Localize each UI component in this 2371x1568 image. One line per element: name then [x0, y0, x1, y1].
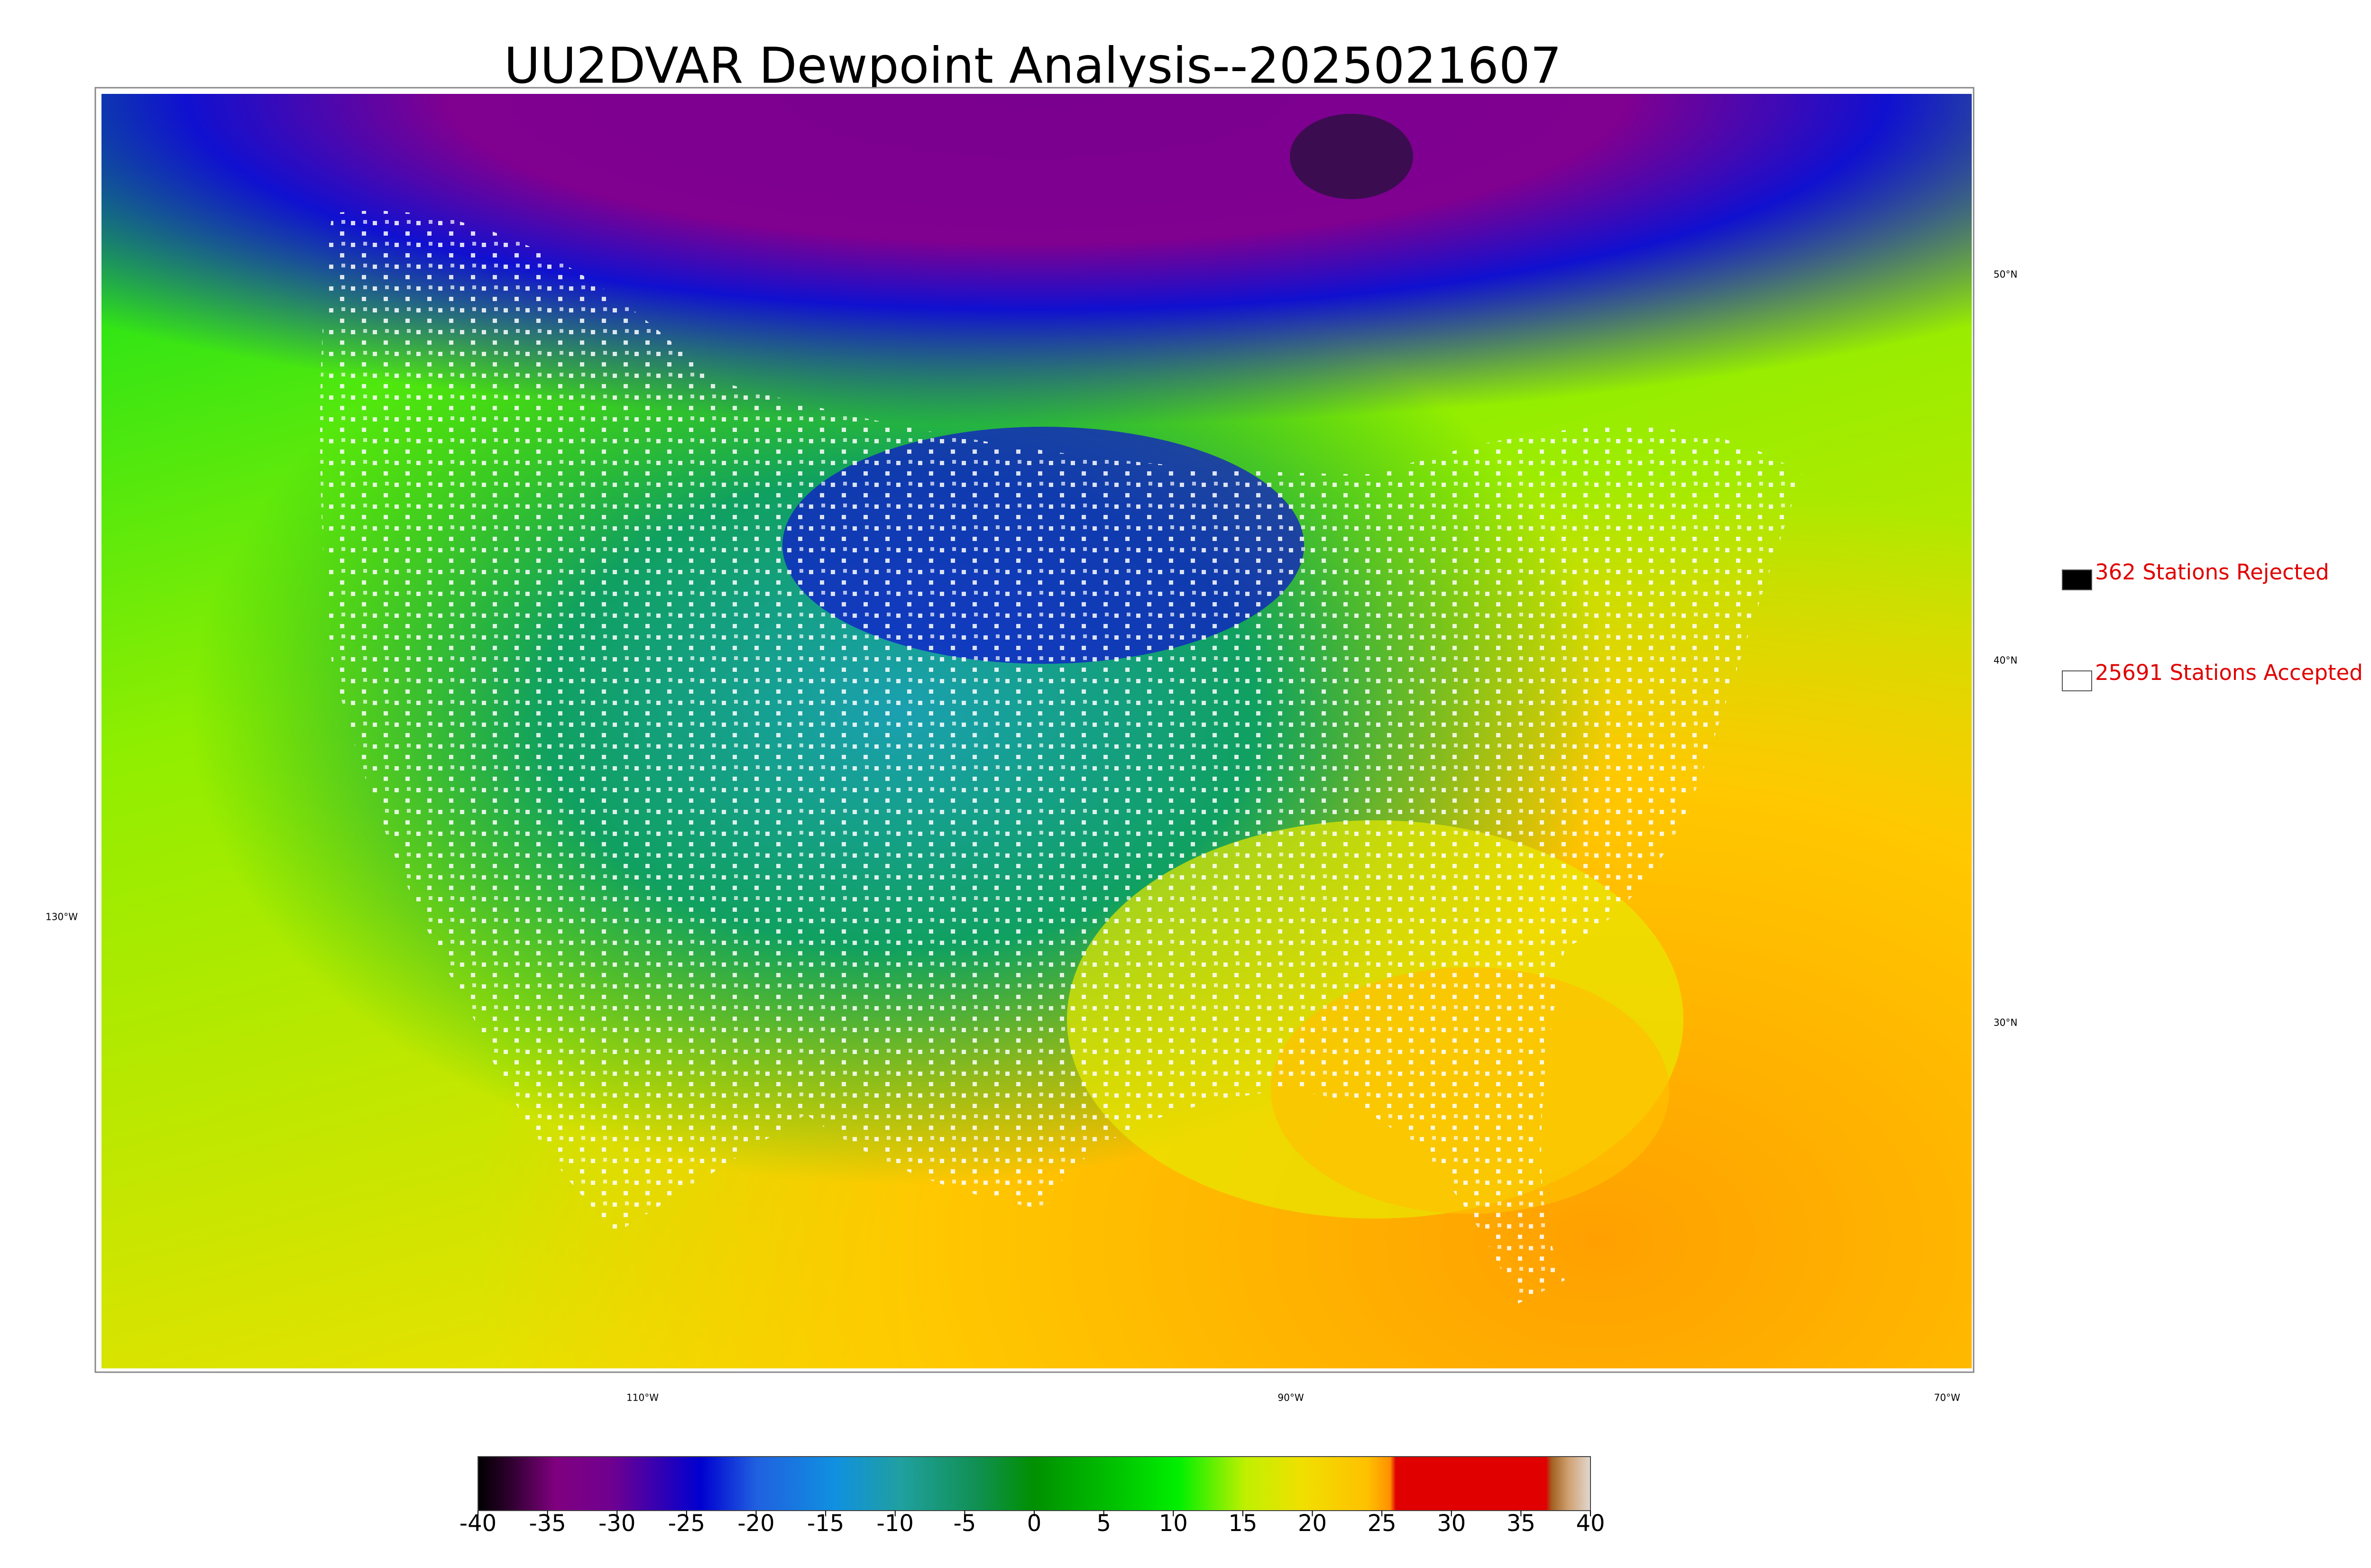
colorbar-tick-label: 30	[1437, 1510, 1466, 1537]
colorbar-tick-label: 40	[1576, 1510, 1605, 1537]
colorbar-tick-label: 5	[1096, 1510, 1111, 1537]
latitude-label: 30°N	[1994, 1017, 2017, 1028]
longitude-label: 110°W	[626, 1392, 659, 1403]
map-title: UU2DVAR Dewpoint Analysis--2025021607	[504, 37, 1562, 94]
colorbar-tick-label: 10	[1159, 1510, 1188, 1537]
latitude-label: 40°N	[1994, 655, 2017, 666]
colorbar-tick-label: -10	[877, 1510, 914, 1537]
colorbar-tick-label: 15	[1228, 1510, 1257, 1537]
colorbar-ticks: -40 -35 -30 -25 -20 -15 -10 -5 0 5 10 15 20 25 30 35 40	[459, 1510, 1605, 1537]
legend-label: 362 Stations Rejected	[2095, 559, 2329, 585]
colorbar-tick-label: -15	[807, 1510, 844, 1537]
longitude-label: 90°W	[1277, 1392, 1304, 1403]
colorbar-tick-label: 25	[1368, 1510, 1397, 1537]
latitude-label: 50°N	[1994, 269, 2017, 280]
dewpoint-field	[101, 94, 1972, 1368]
colorbar-tick-label: -20	[737, 1510, 774, 1537]
colorbar-tick-label: 0	[1027, 1510, 1042, 1537]
colorbar-tick-label: -30	[598, 1510, 635, 1537]
longitude-label: 130°W	[46, 911, 78, 923]
colorbar	[478, 1456, 1591, 1511]
legend-swatch-rejected	[2062, 569, 2092, 590]
colorbar-tick-label: -40	[459, 1510, 496, 1537]
colorbar-tick-label: 35	[1507, 1510, 1535, 1537]
colorbar-tick-label: -25	[668, 1510, 705, 1537]
colorbar-tick-label: -35	[529, 1510, 566, 1537]
legend-swatch-accepted	[2062, 670, 2092, 691]
colorbar-tick-label: -5	[953, 1510, 976, 1537]
longitude-label: 70°W	[1934, 1392, 1960, 1403]
colorbar-tick-label: 20	[1298, 1510, 1327, 1537]
legend-label: 25691 Stations Accepted	[2095, 660, 2363, 685]
